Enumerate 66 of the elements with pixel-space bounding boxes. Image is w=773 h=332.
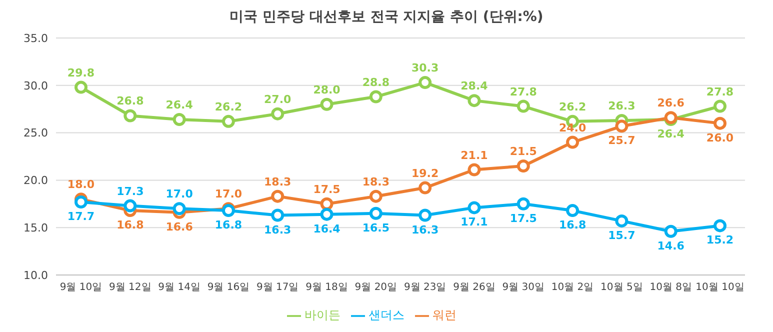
- data-label: 17.3: [116, 184, 144, 198]
- x-tick-label: 10월 8일: [650, 282, 692, 294]
- x-tick-label: 9월 18일: [306, 282, 348, 294]
- data-label: 16.8: [116, 218, 144, 232]
- data-label: 28.0: [313, 83, 341, 96]
- data-label: 27.8: [706, 85, 734, 98]
- data-label: 26.8: [116, 94, 144, 108]
- x-tick-label: 9월 10일: [60, 282, 102, 294]
- data-label: 17.1: [460, 216, 488, 229]
- data-label: 16.3: [412, 223, 439, 236]
- y-tick-label: 15.0: [24, 222, 48, 235]
- data-label: 16.6: [166, 220, 194, 234]
- y-tick-label: 25.0: [24, 126, 48, 140]
- data-label: 26.3: [608, 99, 636, 112]
- data-label: 26.4: [657, 128, 685, 141]
- data-label: 26.6: [657, 96, 685, 110]
- data-label: 29.8: [67, 66, 95, 80]
- data-label: 17.0: [166, 188, 194, 201]
- data-label: 18.0: [67, 178, 95, 192]
- y-tick-label: 20.0: [24, 174, 48, 188]
- data-label: 16.8: [214, 218, 242, 232]
- legend-label: 샌더스: [368, 308, 404, 322]
- x-tick-label: 9월 17일: [256, 282, 299, 294]
- data-label: 30.3: [412, 62, 439, 75]
- x-tick-label: 10월 5일: [600, 282, 643, 294]
- y-tick-label: 35.0: [24, 32, 48, 45]
- data-label: 18.3: [264, 175, 292, 188]
- data-label: 25.7: [608, 134, 636, 148]
- data-label: 17.5: [510, 212, 537, 225]
- data-label: 26.2: [558, 100, 586, 114]
- x-tick-label: 9월 14일: [158, 282, 200, 294]
- x-tick-label: 9월 12일: [109, 282, 152, 294]
- data-label: 16.3: [264, 223, 292, 236]
- legend-label: 바이든: [304, 308, 340, 322]
- data-label: 28.4: [460, 80, 488, 93]
- data-label: 18.3: [362, 175, 390, 188]
- chart-title: 미국 민주당 대선후보 전국 지지율 추이 (단위:%): [228, 8, 544, 27]
- x-tick-label: 9월 20일: [354, 282, 398, 294]
- data-label: 26.2: [214, 100, 242, 114]
- data-label: 19.2: [412, 166, 439, 180]
- data-label: 27.0: [264, 92, 292, 106]
- data-label: 17.0: [214, 188, 242, 201]
- y-tick-label: 10.0: [24, 268, 48, 282]
- data-label: 16.8: [558, 218, 586, 232]
- data-label: 21.1: [460, 148, 488, 162]
- y-tick-label: 30.0: [24, 79, 48, 92]
- data-label: 15.7: [608, 228, 636, 242]
- x-tick-label: 9월 26일: [453, 282, 496, 294]
- data-label: 16.4: [313, 222, 341, 236]
- data-label: 16.5: [362, 221, 390, 234]
- data-label: 17.7: [67, 210, 95, 224]
- x-tick-label: 9월 30일: [502, 282, 545, 294]
- data-label: 28.8: [362, 76, 390, 89]
- data-label: 27.8: [510, 85, 537, 98]
- data-label: 26.0: [706, 131, 734, 144]
- legend-label: 워런: [432, 308, 456, 322]
- x-tick-label: 10월 2일: [551, 282, 594, 294]
- x-tick-label: 10월 10일: [696, 282, 744, 294]
- data-label: 24.0: [558, 121, 586, 134]
- data-label: 15.2: [706, 234, 734, 247]
- data-label: 26.4: [166, 98, 194, 112]
- x-tick-label: 9월 16일: [207, 282, 250, 294]
- x-tick-label: 9월 23일: [404, 282, 446, 294]
- data-label: 21.5: [510, 144, 537, 158]
- data-label: 17.5: [313, 182, 340, 196]
- data-label: 14.6: [657, 239, 685, 252]
